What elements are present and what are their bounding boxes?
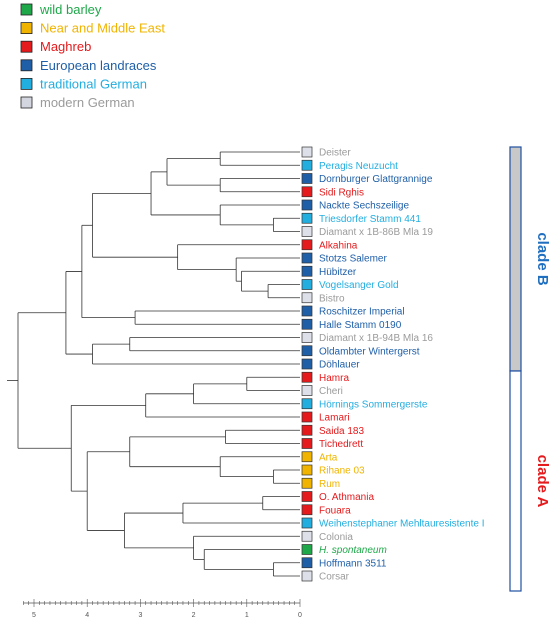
leaf-box (301, 358, 313, 370)
leaf-box (301, 226, 313, 237)
leaf-label: Hörnings Sommergerste (319, 399, 428, 410)
leaf-label: Döhlauer (319, 360, 360, 371)
leaf-label: Rum (319, 479, 340, 490)
leaf-label: Hamra (319, 373, 349, 384)
leaf-label: Halle Stamm 0190 (319, 320, 402, 331)
legend-label: European landraces (40, 58, 157, 73)
leaf-box (301, 557, 313, 569)
leaf-box (301, 318, 313, 330)
leaf-label: Vogelsanger Gold (319, 280, 399, 291)
leaf-label: Arta (319, 452, 338, 463)
leaf-label: H. spontaneum (319, 545, 387, 556)
legend-swatch (20, 3, 33, 16)
leaf-box (301, 451, 313, 463)
leaf-label: Corsar (319, 572, 350, 583)
leaf-box (301, 199, 313, 211)
leaf-label: Hübitzer (319, 267, 357, 278)
legend-swatch (20, 22, 33, 35)
leaf-box (301, 332, 313, 343)
axis-tick-label: 5 (32, 612, 36, 619)
leaf-box (301, 279, 313, 290)
leaf-label: Colonia (319, 532, 353, 543)
leaf-label: Rihane 03 (319, 466, 365, 477)
leaf-label: Saida 183 (319, 426, 364, 437)
legend-swatch (20, 78, 33, 90)
leaf-label: Triesdorfer Stamm 441 (319, 214, 421, 225)
axis-tick-label: 1 (245, 612, 249, 619)
leaf-label: Roschitzer Imperial (319, 307, 405, 318)
leaf-box (301, 146, 313, 158)
leaf-box (301, 424, 313, 436)
legend-swatch (20, 40, 33, 53)
leaf-label: Weihenstephaner Mehltauresistente I (319, 519, 484, 530)
legend-swatch (20, 96, 33, 109)
leaf-label: Hoffmann 3511 (319, 558, 387, 569)
leaf-box (301, 159, 313, 171)
leaf-label: Lamari (319, 413, 350, 424)
legend-label: wild barley (39, 2, 102, 17)
leaf-box (301, 265, 313, 277)
leaf-label: Tichedrett (319, 439, 363, 450)
leaf-label: Sidi Rghis (319, 187, 364, 198)
axis-tick-label: 4 (85, 612, 89, 619)
legend-label: modern German (40, 95, 135, 110)
leaf-box (301, 186, 313, 198)
leaf-box (301, 464, 313, 476)
clade-bars: clade B clade A (509, 146, 550, 592)
leaf-box (301, 544, 313, 555)
legend-label: traditional German (40, 76, 147, 91)
leaf-label: Peragis Neuzucht (319, 161, 398, 172)
leaf-box (301, 517, 313, 529)
leaf-label: Nackte Sechszeilige (319, 201, 409, 212)
leaf-label: Alkahina (319, 240, 358, 251)
leaf-label: Cheri (319, 386, 343, 397)
leaf-box (301, 530, 313, 542)
clade-label: clade B (534, 232, 550, 286)
leaf-box (301, 345, 313, 357)
leaf-label: Diamant x 1B-86B Mla 19 (319, 227, 433, 238)
leaf-box (301, 305, 313, 317)
leaf-box (301, 398, 313, 410)
leaf-label: Fouara (319, 505, 351, 516)
leaf-label: Diamant x 1B-94B Mla 16 (319, 333, 433, 344)
axis-tick-label: 2 (192, 612, 196, 619)
leaf-box (301, 385, 313, 396)
axis-tick-label: 0 (298, 612, 302, 619)
leaf-label: Stotzs Salemer (319, 254, 387, 265)
legend-swatch (20, 59, 33, 72)
clade-label: clade A (534, 455, 550, 508)
leaf-label: Deister (319, 148, 351, 159)
leaf-box (301, 239, 313, 251)
leaf-box (301, 504, 313, 516)
legend: wild barley Near and Middle East Maghreb Eu… (20, 2, 165, 110)
leaf-label: Bistro (319, 293, 345, 304)
leaf-box (301, 477, 313, 489)
leaf-box (301, 212, 313, 224)
leaf-label: Dornburger Glattgrannige (319, 174, 433, 185)
clade-bar (509, 146, 522, 372)
leaf-box (301, 411, 313, 423)
leaf-box (301, 252, 313, 264)
leaf-box (301, 292, 313, 304)
leaf-label: Oldambter Wintergerst (319, 346, 420, 357)
distance-axis: 5 4 3 2 1 0 (23, 599, 302, 619)
axis-tick-label: 3 (138, 612, 142, 619)
clade-bar (509, 370, 522, 592)
leaf-box (301, 438, 313, 449)
leaf-box (301, 371, 313, 383)
leaf-box (301, 173, 313, 184)
leaf-labels: Deister Peragis Neuzucht Dornburger Glattg… (319, 148, 484, 583)
legend-label: Maghreb (40, 39, 91, 54)
leaf-box (301, 491, 313, 502)
tree-branches (7, 151, 300, 577)
leaf-box (301, 570, 313, 582)
leaf-color-boxes (301, 146, 313, 582)
leaf-label: O. Athmania (319, 492, 374, 503)
legend-label: Near and Middle East (40, 21, 165, 36)
